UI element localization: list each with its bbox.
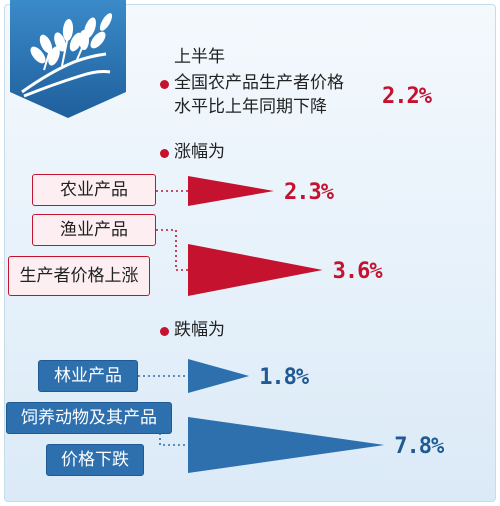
- bullet-dot: [160, 149, 169, 158]
- value-label: 1.8%: [259, 365, 310, 390]
- connector-line: [159, 418, 188, 446]
- header-line-2: 全国农产品生产者价格: [174, 73, 344, 93]
- fall-heading: 跌幅为: [174, 320, 225, 340]
- wheat-icon: [10, 0, 126, 118]
- bullet-dot: [160, 327, 169, 336]
- value-label: 2.3%: [284, 180, 335, 205]
- tag-producer-rise: 生产者价格上涨: [8, 256, 150, 296]
- value-triangle: [188, 244, 323, 296]
- bullet-dot: [160, 80, 169, 89]
- value-triangle: [188, 359, 250, 393]
- header-line-3: 水平比上年同期下降: [174, 97, 327, 117]
- value-label: 3.6%: [333, 259, 384, 284]
- value-triangle: [188, 417, 385, 473]
- tag-agri: 农业产品: [32, 174, 156, 206]
- tag-fishery: 渔业产品: [32, 214, 156, 246]
- header-line-1: 上半年: [174, 47, 225, 67]
- tag-price-fall: 价格下跌: [46, 444, 144, 476]
- rise-heading: 涨幅为: [174, 142, 225, 162]
- tag-livestock: 饲养动物及其产品: [6, 402, 172, 434]
- tag-forestry: 林业产品: [38, 360, 138, 392]
- connector-line: [156, 229, 188, 271]
- value-label: 7.8%: [394, 434, 445, 459]
- summary-value: 2.2%: [382, 84, 432, 109]
- value-triangle: [188, 176, 275, 206]
